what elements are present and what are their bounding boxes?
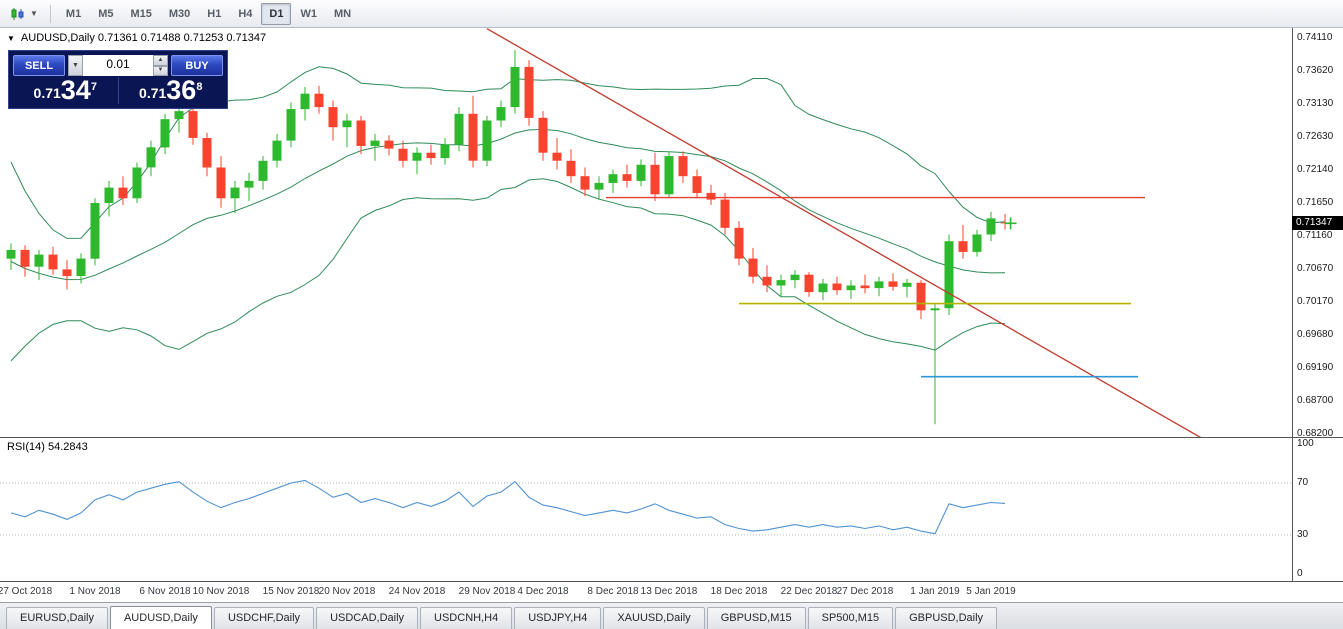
- rsi-tick-label: 0: [1297, 568, 1303, 579]
- period-button-m30[interactable]: M30: [161, 3, 198, 25]
- date-tick-label: 20 Nov 2018: [318, 586, 376, 597]
- date-tick-label: 15 Nov 2018: [262, 586, 320, 597]
- price-tick-label: 0.68200: [1297, 428, 1334, 439]
- candlestick-chart-icon: [11, 7, 24, 20]
- price-tick-label: 0.73620: [1297, 65, 1334, 76]
- timeframe-toolbar: ▼ M1 M5 M15 M30 H1 H4 D1 W1 MN: [0, 0, 1343, 28]
- chart-tab-usdjpy[interactable]: USDJPY,H4: [514, 607, 602, 629]
- price-tick-label: 0.69190: [1297, 362, 1334, 373]
- date-tick-label: 24 Nov 2018: [388, 586, 446, 597]
- price-tick-label: 0.71650: [1297, 197, 1334, 208]
- rsi-tick-label: 100: [1297, 438, 1314, 449]
- date-tick-label: 10 Nov 2018: [192, 586, 250, 597]
- price-tick-label: 0.71160: [1297, 230, 1333, 241]
- price-axis[interactable]: 0.74110 0.73620 0.73130 0.72630 0.72140 0.716…: [1292, 28, 1343, 439]
- date-tick-label: 1 Jan 2019: [910, 586, 960, 597]
- date-tick-label: 1 Nov 2018: [69, 586, 121, 597]
- chart-tab-usdcad[interactable]: USDCAD,Daily: [316, 607, 419, 629]
- period-button-d1[interactable]: D1: [261, 2, 292, 25]
- sell-price: 0.71 34 7: [33, 75, 97, 105]
- price-chart[interactable]: [0, 28, 1292, 437]
- chart-tab-sp500[interactable]: SP500,M15: [807, 607, 894, 629]
- period-button-m15[interactable]: M15: [122, 3, 159, 25]
- period-button-m5[interactable]: M5: [90, 3, 121, 25]
- buy-price: 0.71 36 8: [139, 75, 203, 105]
- price-divider: [117, 77, 119, 104]
- rsi-indicator-chart[interactable]: [0, 438, 1292, 581]
- dropdown-arrow-icon: ▼: [72, 62, 79, 69]
- chart-tab-usdchf[interactable]: USDCHF,Daily: [213, 607, 315, 629]
- candles-layer: [6, 50, 1010, 425]
- volume-decrease-button[interactable]: ▼: [153, 65, 168, 76]
- price-tick-label: 0.70670: [1297, 263, 1334, 274]
- price-tick-label: 0.73130: [1297, 98, 1334, 109]
- date-tick-label: 29 Nov 2018: [458, 586, 516, 597]
- chart-tab-usdcnh[interactable]: USDCNH,H4: [420, 607, 513, 629]
- chart-tab-gbpusd[interactable]: GBPUSD,M15: [706, 607, 806, 629]
- chart-window: 0.74110 0.73620 0.73130 0.72630 0.72140 0.716…: [0, 28, 1343, 439]
- rsi-axis[interactable]: 100 70 30 0: [1292, 438, 1343, 581]
- toolbar-separator: [49, 4, 51, 23]
- date-tick-label: 4 Dec 2018: [517, 586, 569, 597]
- date-tick-label: 27 Dec 2018: [836, 586, 894, 597]
- rsi-tick-label: 70: [1297, 477, 1309, 488]
- bollinger-lower-band: [10, 178, 1006, 362]
- panel-resize-divider[interactable]: [0, 437, 1343, 438]
- rsi-line: [10, 479, 1006, 535]
- price-tick-label: 0.69680: [1297, 329, 1334, 340]
- date-tick-label: 8 Dec 2018: [587, 586, 639, 597]
- price-tick-label: 0.72630: [1297, 131, 1334, 142]
- chart-tab-eurusd[interactable]: EURUSD,Daily: [6, 607, 108, 629]
- buy-button[interactable]: BUY: [171, 55, 223, 76]
- period-buttons: M1 M5 M15 M30 H1 H4 D1 W1 MN: [58, 2, 360, 25]
- price-tick-label: 0.70170: [1297, 296, 1334, 307]
- date-tick-label: 6 Nov 2018: [139, 586, 191, 597]
- symbol-ohlc-text: AUDUSD,Daily 0.71361 0.71488 0.71253 0.7…: [20, 32, 267, 44]
- volume-input[interactable]: 0.01: [83, 55, 153, 76]
- chart-tab-xauusd[interactable]: XAUUSD,Daily: [603, 607, 705, 629]
- period-button-mn[interactable]: MN: [326, 3, 359, 25]
- last-price-marker: [1004, 217, 1017, 230]
- one-click-trading-panel: SELL ▼ 0.01 ▲ ▼ BUY 0.71 34 7: [8, 50, 228, 109]
- price-tick-label: 0.68700: [1297, 395, 1334, 406]
- bollinger-upper-band: [10, 66, 1006, 239]
- rsi-tick-label: 30: [1297, 529, 1309, 540]
- chart-ohlc-readout: ▼ AUDUSD,Daily 0.71361 0.71488 0.71253 0…: [7, 32, 266, 44]
- time-axis[interactable]: 27 Oct 2018 1 Nov 2018 6 Nov 2018 10 Nov 20…: [0, 582, 1343, 602]
- current-price-badge: 0.71347: [1292, 216, 1343, 230]
- price-tick-label: 0.72140: [1297, 164, 1334, 175]
- volume-control: ▼ 0.01 ▲ ▼: [68, 55, 168, 76]
- bollinger-middle-band: [10, 128, 1006, 281]
- rsi-panel: 100 70 30 0 RSI(14) 54.2843: [0, 438, 1343, 581]
- dropdown-arrow-icon: ▼: [30, 9, 38, 18]
- axis-divider: [0, 581, 1343, 582]
- chart-tabs-bar: EURUSD,Daily AUDUSD,Daily USDCHF,Daily USDC…: [0, 602, 1343, 629]
- date-tick-label: 5 Jan 2019: [966, 586, 1016, 597]
- rsi-indicator-label: RSI(14) 54.2843: [7, 441, 88, 453]
- volume-increase-button[interactable]: ▲: [153, 55, 168, 66]
- chart-tab-audusd[interactable]: AUDUSD,Daily: [109, 606, 212, 629]
- period-button-h4[interactable]: H4: [230, 3, 260, 25]
- period-button-w1[interactable]: W1: [292, 3, 325, 25]
- date-tick-label: 13 Dec 2018: [640, 586, 698, 597]
- volume-dropdown-button[interactable]: ▼: [68, 55, 83, 76]
- downtrend-line: [486, 28, 1202, 437]
- chart-tab-gbpusd[interactable]: GBPUSD,Daily: [895, 607, 998, 629]
- period-button-h1[interactable]: H1: [199, 3, 229, 25]
- chart-type-button[interactable]: ▼: [5, 4, 43, 24]
- one-click-panel-toggle-icon[interactable]: ▼: [7, 33, 15, 43]
- date-tick-label: 22 Dec 2018: [780, 586, 838, 597]
- period-button-m1[interactable]: M1: [58, 3, 89, 25]
- date-tick-label: 18 Dec 2018: [710, 586, 768, 597]
- price-tick-label: 0.74110: [1297, 32, 1333, 43]
- date-tick-label: 27 Oct 2018: [0, 586, 53, 597]
- sell-button[interactable]: SELL: [13, 55, 65, 76]
